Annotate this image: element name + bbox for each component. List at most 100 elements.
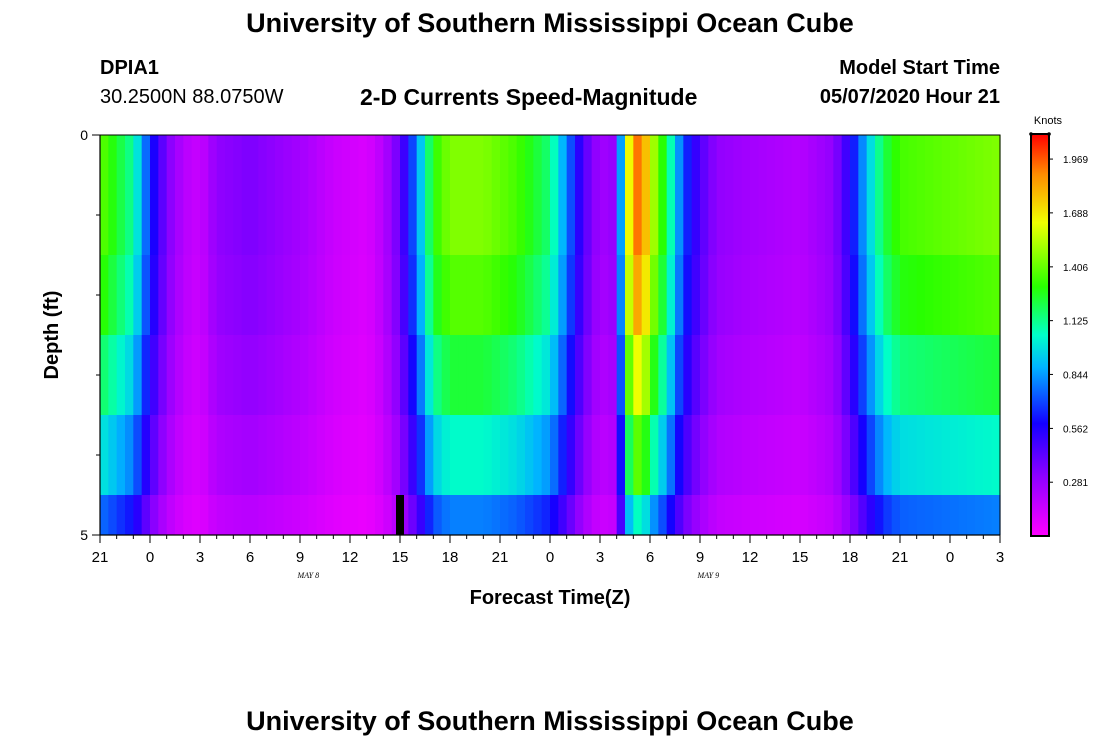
heatmap-cell [141,135,151,175]
heatmap-cell [141,415,151,495]
heatmap-cell [516,415,526,495]
heatmap-cell [941,495,951,535]
heatmap-cell [158,415,168,495]
heatmap-cell [591,255,601,335]
heatmap-cell [400,495,409,535]
heatmap-cell [916,415,926,495]
heatmap-cell [408,135,418,175]
heatmap-cell [658,175,668,255]
heatmap-cell [700,495,709,535]
heatmap-cell [616,175,626,255]
heatmap-cell [525,335,534,415]
heatmap-cell [650,415,659,495]
heatmap-cell [708,495,718,535]
heatmap-cell [275,175,284,255]
x-tick-label: 0 [146,549,154,566]
heatmap-cell [525,495,534,535]
heatmap-cell [816,175,826,255]
heatmap-cell [241,135,251,175]
heatmap-cell [166,495,176,535]
heatmap-cell [475,415,484,495]
heatmap-cell [350,175,359,255]
heatmap-cell [250,175,259,255]
heatmap-cell [125,415,134,495]
heatmap-cell [416,335,426,415]
heatmap-cell [233,415,243,495]
heatmap-cell [808,495,818,535]
heatmap-cell [875,255,884,335]
heatmap-cell [900,335,909,415]
heatmap-cell [533,175,543,255]
heatmap-cell [608,175,618,255]
heatmap-cell [833,255,843,335]
heatmap-cell [566,495,576,535]
heatmap-cell [375,335,384,415]
colorbar: 1.969 1.688 1.406 1.125 0.844 0.562 0.281 [1029,132,1088,537]
heatmap-cell [500,335,509,415]
heatmap-cell [316,255,326,335]
heatmap-cell [450,335,459,415]
heatmap-cell [950,135,959,175]
heatmap-cell [666,135,676,175]
heatmap-cell [600,335,609,415]
heatmap-cell [825,335,834,415]
heatmap-cell [358,495,368,535]
heatmap-cell [750,135,759,175]
heatmap-cell [708,255,718,335]
heatmap-cell [733,255,743,335]
heatmap-cell [858,135,868,175]
heatmap-cell [458,495,468,535]
station-id: DPIA1 [100,57,159,79]
heatmap-cell [400,415,409,495]
heatmap-cell [716,495,726,535]
heatmap-cell [183,495,193,535]
heatmap-cell [316,135,326,175]
heatmap-cell [425,415,434,495]
heatmap-cell [133,335,143,415]
heatmap-cell [533,495,543,535]
heatmap-cell [650,495,659,535]
model-start-label: Model Start Time [839,57,1000,79]
heatmap-cell [833,415,843,495]
heatmap-cell [891,135,901,175]
colorbar-tick-label: 0.562 [1063,424,1088,435]
heatmap-cell [725,255,734,335]
heatmap-cell [958,335,968,415]
heatmap-cell [200,335,209,415]
heatmap-cell [808,415,818,495]
heatmap-cell [575,495,584,535]
heatmap-cell [691,415,701,495]
heatmap-cell [316,175,326,255]
heatmap-cell [958,495,968,535]
heatmap-cell [408,335,418,415]
heatmap-cell [658,415,668,495]
heatmap-cell [433,495,443,535]
heatmap-cell [141,495,151,535]
heatmap-cell [566,135,576,175]
heatmap-cell [675,495,684,535]
heatmap-cell [950,255,959,335]
heatmap-cell [775,255,784,335]
heatmap-cell [966,135,976,175]
heatmap-cell [433,175,443,255]
heatmap-cell [600,135,609,175]
heatmap-cell [500,135,509,175]
heatmap-cell [975,495,984,535]
heatmap-cell [283,335,293,415]
heatmap-cell [725,415,734,495]
heatmap-cell [466,175,476,255]
footer-title: University of Southern Mississippi Ocean… [246,706,854,736]
heatmap-cell [325,495,334,535]
colorbar-scale [1030,133,1050,537]
heatmap-cell [358,135,368,175]
heatmap-cell [708,175,718,255]
heatmap-cell [841,175,851,255]
heatmap-cell [266,255,276,335]
heatmap-cell [875,495,884,535]
heatmap-cell [483,415,493,495]
heatmap-cell [491,495,501,535]
heatmap-cell [591,335,601,415]
heatmap-cell [425,255,434,335]
heatmap-cell [816,335,826,415]
heatmap-cell [900,415,909,495]
